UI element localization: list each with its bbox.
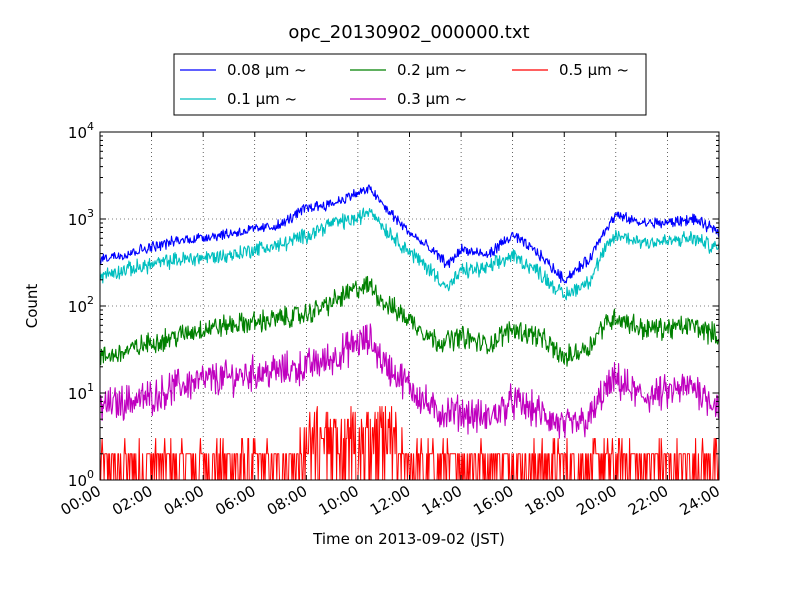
legend-label: 0.2 μm ~ [397, 61, 467, 79]
legend-label: 0.5 μm ~ [559, 61, 629, 79]
ticks [99, 131, 720, 481]
legend-label: 0.08 μm ~ [227, 61, 307, 79]
y-tick-label: 103 [68, 207, 94, 229]
series-line [99, 323, 720, 439]
y-tick-label: 100 [68, 468, 94, 490]
x-axis-label: Time on 2013-09-02 (JST) [312, 530, 505, 548]
y-tick-labels: 100 101 102 103 104 [68, 120, 94, 490]
y-tick-label: 104 [68, 120, 94, 142]
legend: 0.08 μm ~ 0.1 μm ~ 0.2 μm ~ 0.3 μm ~ 0.5 μm … [180, 61, 629, 108]
series-line [99, 207, 720, 301]
y-axis-label: Count [23, 284, 41, 329]
chart-title: opc_20130902_000000.txt [288, 22, 529, 43]
legend-box [173, 53, 647, 116]
y-tick-label: 102 [68, 294, 94, 316]
y-tick-label: 101 [68, 381, 94, 403]
series-line [99, 275, 720, 367]
series-line [99, 184, 720, 284]
legend-label: 0.3 μm ~ [397, 90, 467, 108]
legend-label: 0.1 μm ~ [227, 90, 297, 108]
